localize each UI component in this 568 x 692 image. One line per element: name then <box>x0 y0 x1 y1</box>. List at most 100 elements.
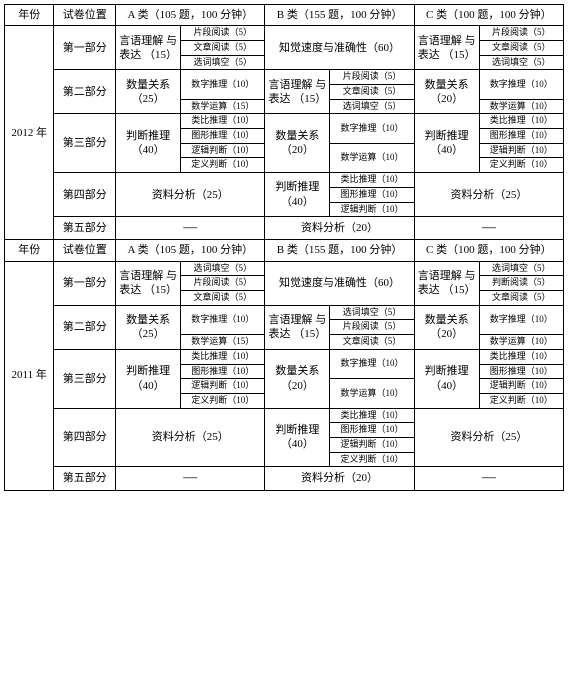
c-p3-s3: 逻辑判断（10） <box>479 143 563 158</box>
c-p3: 判断推理 （40） <box>414 114 479 173</box>
c2-p3-s4: 定义判断（10） <box>479 393 563 408</box>
c-p3-s2: 图形推理（10） <box>479 129 563 144</box>
b-p3: 数量关系 （20） <box>265 114 330 173</box>
a-p5: — <box>116 217 265 240</box>
a2-p1-s2: 片段阅读（5） <box>181 276 265 291</box>
b2-p2-s1: 选词填空（5） <box>330 305 414 320</box>
a-p1-s1: 片段阅读（5） <box>181 26 265 41</box>
part1-2: 第一部分 <box>54 261 116 305</box>
b-p2: 言语理解 与表达 （15） <box>265 70 330 114</box>
col-b-2: B 类（155 题，100 分钟） <box>265 240 414 261</box>
a2-p1-s3: 文章阅读（5） <box>181 291 265 306</box>
c-p2: 数量关系 （20） <box>414 70 479 114</box>
c-p3-s4: 定义判断（10） <box>479 158 563 173</box>
a-p4: 资料分析（25） <box>116 173 265 217</box>
b2-p3: 数量关系 （20） <box>265 349 330 408</box>
b-p2-s1: 片段阅读（5） <box>330 70 414 85</box>
b-p2-s3: 选词填空（5） <box>330 99 414 114</box>
c-p1: 言语理解 与表达 （15） <box>414 26 479 70</box>
part4-2: 第四部分 <box>54 408 116 467</box>
b2-p4-s3: 逻辑判断（10） <box>330 437 414 452</box>
c2-p1-s3: 文章阅读（5） <box>479 291 563 306</box>
c2-p2: 数量关系 （20） <box>414 305 479 349</box>
b-p4-s1: 类比推理（10） <box>330 173 414 188</box>
c2-p4: 资料分析（25） <box>414 408 563 467</box>
c2-p1-s2: 判断阅读（5） <box>479 276 563 291</box>
part2-2: 第二部分 <box>54 305 116 349</box>
b2-p5: 资料分析（20） <box>265 467 414 490</box>
c2-p3-s2: 图形推理（10） <box>479 364 563 379</box>
b-p2-s2: 文章阅读（5） <box>330 85 414 100</box>
b2-p4-s4: 定义判断（10） <box>330 452 414 467</box>
c2-p2-s1: 数字推理（10） <box>479 305 563 334</box>
col-c: C 类（100 题，100 分钟） <box>414 5 563 26</box>
a2-p1-s1: 选词填空（5） <box>181 261 265 276</box>
a2-p3-s1: 类比推理（10） <box>181 349 265 364</box>
b2-p4-s2: 图形推理（10） <box>330 423 414 438</box>
year-2012: 2012 年 <box>5 26 54 240</box>
a2-p1: 言语理解 与表达 （15） <box>116 261 181 305</box>
a2-p3-s3: 逻辑判断（10） <box>181 379 265 394</box>
a2-p3-s4: 定义判断（10） <box>181 393 265 408</box>
b-p4-s2: 图形推理（10） <box>330 187 414 202</box>
col-a: A 类（105 题，100 分钟） <box>116 5 265 26</box>
c2-p1-s1: 选词填空（5） <box>479 261 563 276</box>
a2-p3: 判断推理 （40） <box>116 349 181 408</box>
b2-p2-s2: 片段阅读（5） <box>330 320 414 335</box>
b2-p2-s3: 文章阅读（5） <box>330 335 414 350</box>
a-p3-s2: 图形推理（10） <box>181 129 265 144</box>
part4: 第四部分 <box>54 173 116 217</box>
c-p1-s2: 文章阅读（5） <box>479 40 563 55</box>
c-p4: 资料分析（25） <box>414 173 563 217</box>
c-p2-s1: 数字推理（10） <box>479 70 563 99</box>
exam-structure-table: 年份 试卷位置 A 类（105 题，100 分钟） B 类（155 题，100 … <box>4 4 564 491</box>
b-p5: 资料分析（20） <box>265 217 414 240</box>
a2-p5: — <box>116 467 265 490</box>
c2-p5: — <box>414 467 563 490</box>
c-p1-s1: 片段阅读（5） <box>479 26 563 41</box>
part2: 第二部分 <box>54 70 116 114</box>
a-p1-s3: 选词填空（5） <box>181 55 265 70</box>
col-a-2: A 类（105 题，100 分钟） <box>116 240 265 261</box>
c2-p3: 判断推理 （40） <box>414 349 479 408</box>
a-p2: 数量关系 （25） <box>116 70 181 114</box>
b-p1: 知觉速度与准确性（60） <box>265 26 414 70</box>
year-2011: 2011 年 <box>5 261 54 490</box>
a-p3-s3: 逻辑判断（10） <box>181 143 265 158</box>
col-pos-2: 试卷位置 <box>54 240 116 261</box>
a2-p3-s2: 图形推理（10） <box>181 364 265 379</box>
b2-p2: 言语理解 与表达 （15） <box>265 305 330 349</box>
b-p3-s2: 数学运算（10） <box>330 143 414 172</box>
part3: 第三部分 <box>54 114 116 173</box>
a-p1: 言语理解 与表达 （15） <box>116 26 181 70</box>
a-p2-s2: 数学运算（15） <box>181 99 265 114</box>
col-c-2: C 类（100 题，100 分钟） <box>414 240 563 261</box>
b2-p1: 知觉速度与准确性（60） <box>265 261 414 305</box>
a2-p2-s2: 数学运算（15） <box>181 335 265 350</box>
part5-2: 第五部分 <box>54 467 116 490</box>
a-p3: 判断推理 （40） <box>116 114 181 173</box>
col-b: B 类（155 题，100 分钟） <box>265 5 414 26</box>
b2-p4: 判断推理 （40） <box>265 408 330 467</box>
a2-p4: 资料分析（25） <box>116 408 265 467</box>
a-p3-s4: 定义判断（10） <box>181 158 265 173</box>
b-p4: 判断推理 （40） <box>265 173 330 217</box>
part1: 第一部分 <box>54 26 116 70</box>
c-p2-s2: 数学运算（10） <box>479 99 563 114</box>
c2-p3-s3: 逻辑判断（10） <box>479 379 563 394</box>
col-year-2: 年份 <box>5 240 54 261</box>
c-p3-s1: 类比推理（10） <box>479 114 563 129</box>
part5: 第五部分 <box>54 217 116 240</box>
b2-p4-s1: 类比推理（10） <box>330 408 414 423</box>
a2-p2: 数量关系 （25） <box>116 305 181 349</box>
a-p2-s1: 数字推理（10） <box>181 70 265 99</box>
b-p4-s3: 逻辑判断（10） <box>330 202 414 217</box>
col-pos: 试卷位置 <box>54 5 116 26</box>
col-year: 年份 <box>5 5 54 26</box>
b-p3-s1: 数字推理（10） <box>330 114 414 143</box>
c2-p1: 言语理解 与表达 （15） <box>414 261 479 305</box>
c-p1-s3: 选词填空（5） <box>479 55 563 70</box>
c2-p3-s1: 类比推理（10） <box>479 349 563 364</box>
a-p3-s1: 类比推理（10） <box>181 114 265 129</box>
a-p1-s2: 文章阅读（5） <box>181 40 265 55</box>
